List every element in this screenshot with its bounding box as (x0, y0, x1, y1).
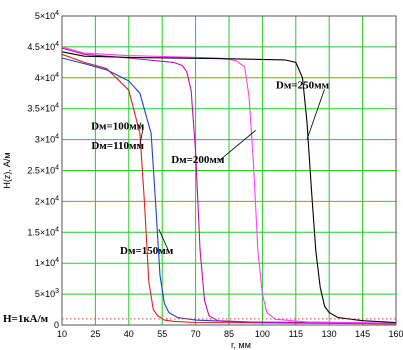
y-tick-label: 1.5×104 (27, 226, 59, 237)
series-line-3 (61, 47, 397, 324)
series-line-2 (61, 57, 397, 324)
series-annotation: Dм=250мм (276, 79, 330, 91)
y-tick-label: 3.5×104 (27, 103, 59, 114)
y-tick-label: 2.5×104 (27, 165, 59, 176)
x-tick-label: 100 (255, 329, 270, 339)
y-axis-label: H(z), A/м (2, 152, 12, 188)
x-tick-label: 85 (224, 329, 234, 339)
grid (61, 15, 397, 326)
annotation-leader (139, 122, 142, 127)
y-tick-label: 4×104 (35, 72, 59, 83)
y-tick-label: 0 (54, 320, 59, 330)
x-tick-label: 55 (157, 329, 167, 339)
series-annotation: Dм=150мм (120, 245, 174, 257)
y-tick-label: 4.5×104 (27, 41, 59, 52)
series-annotation: Dм=200мм (171, 154, 225, 166)
x-tick-label: 130 (322, 329, 337, 339)
x-tick-label: 115 (289, 329, 303, 339)
series-line-1 (61, 53, 397, 325)
series-line-5 (61, 51, 397, 324)
y-tick-label: 3×104 (35, 134, 59, 145)
x-tick-label: 10 (57, 329, 67, 339)
annotation-leader (219, 130, 256, 161)
plot-frame (61, 15, 397, 326)
x-tick-label: 145 (355, 329, 370, 339)
series-layer (61, 46, 397, 325)
y-tick-label: 5×104 (35, 10, 59, 21)
annotation-leader (158, 229, 169, 252)
series-annotation: Dм=110мм (91, 140, 144, 152)
x-tick-label: 25 (90, 329, 100, 339)
annotation-leader (139, 127, 144, 146)
y-tick-labels: 0 5×103 1×104 1.5×104 2×104 2.5×104 3×104 3.5×1… (27, 10, 59, 330)
annotation-leader (306, 89, 325, 140)
x-axis-label: r, мм (231, 340, 251, 350)
annotations: Dм=100мм Dм=110мм Dм=150мм Dм=200мм Dм=250мм (91, 79, 330, 257)
y-tick-label: 5×103 (35, 288, 59, 299)
x-tick-labels: 10 25 40 55 70 85 100 115 130 145 160 (57, 329, 403, 339)
x-tick-label: 70 (191, 329, 201, 339)
reference-line-label: H=1кA/м (3, 313, 49, 325)
plot-border (61, 15, 397, 326)
x-tick-label: 160 (388, 329, 403, 339)
series-line-4 (61, 46, 397, 324)
y-tick-label: 1×104 (35, 257, 59, 268)
x-tick-label: 40 (124, 329, 134, 339)
y-tick-label: 2×104 (35, 195, 59, 206)
series-annotation: Dм=100мм (91, 121, 145, 133)
